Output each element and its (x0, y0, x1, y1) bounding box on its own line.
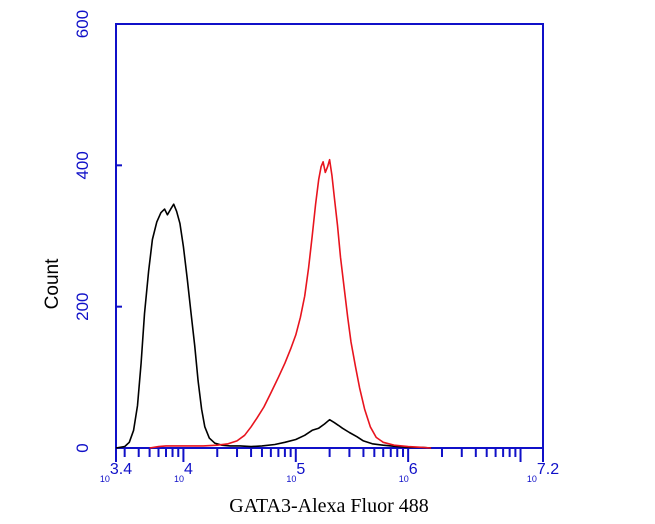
x-tick-label: 103.4 (100, 461, 132, 484)
x-tick-label: 106 (399, 461, 418, 484)
plot-frame (115, 23, 544, 449)
y-axis-label: Count (42, 258, 63, 309)
x-axis-tick-labels: 103.4 104 105 106 107.2 (100, 461, 559, 484)
series-line-1 (115, 203, 432, 449)
y-tick-label: 600 (73, 10, 92, 38)
x-axis-label: GATA3-Alexa Fluor 488 (229, 495, 428, 517)
x-tick-label: 107.2 (527, 461, 559, 484)
series-lines (115, 158, 432, 449)
y-tick-label: 400 (73, 151, 92, 179)
x-tick-label: 105 (286, 461, 305, 484)
y-tick-label: 200 (73, 292, 92, 320)
x-axis-ticks (115, 448, 544, 462)
y-axis-tick-labels: 0 200 400 600 (73, 10, 92, 453)
x-tick-label: 104 (174, 461, 193, 484)
series-line-2 (149, 158, 432, 449)
y-tick-label: 0 (73, 443, 92, 452)
